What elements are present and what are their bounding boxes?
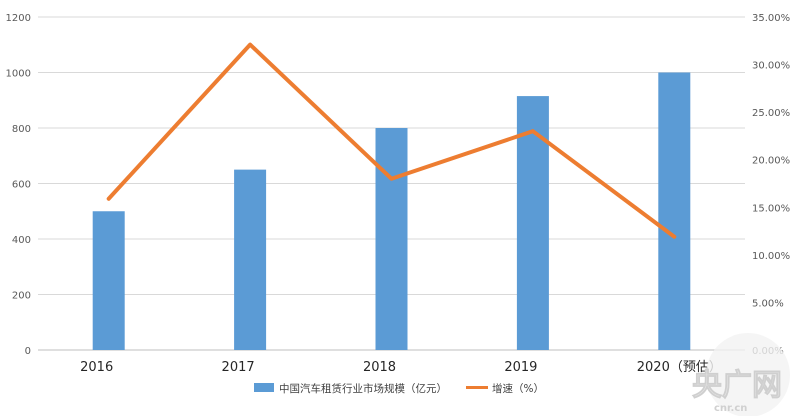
bar xyxy=(234,169,267,350)
bar xyxy=(375,128,408,350)
category-axis-labels: 2016 2017 2018 2019 2020（预估） xyxy=(80,360,722,375)
left-tick-label: 400 xyxy=(12,235,31,246)
legend-swatch-bar xyxy=(254,383,274,392)
left-tick-label: 1000 xyxy=(6,69,31,80)
category-label: 2017 xyxy=(222,360,255,375)
right-tick-label: 35.00% xyxy=(752,13,790,24)
left-tick-label: 0 xyxy=(25,346,31,357)
category-label: 2016 xyxy=(80,360,113,375)
left-tick-label: 1200 xyxy=(6,13,31,24)
watermark-logo: 央广网 xyxy=(692,368,782,403)
watermark-domain: cnr.cn xyxy=(714,403,747,414)
legend-label-bar: 中国汽车租赁行业市场规模（亿元） xyxy=(279,382,447,395)
line-point xyxy=(107,197,111,201)
category-label: 2020（预估） xyxy=(637,360,722,375)
left-tick-label: 800 xyxy=(12,124,31,135)
line-point xyxy=(531,129,535,133)
bar xyxy=(92,211,125,350)
left-tick-label: 200 xyxy=(12,291,31,302)
legend-label-line: 增速（%） xyxy=(492,382,544,395)
right-tick-label: 15.00% xyxy=(752,203,790,214)
line-point xyxy=(672,235,676,239)
line-point xyxy=(390,177,393,181)
right-axis-ticks: 0.00%5.00%10.00%15.00%20.00%25.00%30.00%… xyxy=(752,13,790,357)
right-tick-label: 20.00% xyxy=(752,156,790,167)
right-tick-label: 10.00% xyxy=(752,251,790,262)
right-tick-label: 30.00% xyxy=(752,61,790,72)
right-tick-label: 25.00% xyxy=(752,108,790,119)
right-tick-label: 5.00% xyxy=(752,298,784,309)
left-axis-ticks: 0 200 400 600 800 1000 1200 xyxy=(6,13,31,357)
watermark-circle xyxy=(706,333,790,416)
category-label: 2018 xyxy=(363,360,396,375)
legend: 中国汽车租赁行业市场规模（亿元） 增速（%） xyxy=(254,382,544,395)
bar xyxy=(658,72,691,350)
bar-series xyxy=(92,72,691,351)
line-point xyxy=(248,43,252,47)
left-tick-label: 600 xyxy=(12,180,31,191)
category-label: 2019 xyxy=(504,360,537,375)
line-series xyxy=(106,42,677,239)
